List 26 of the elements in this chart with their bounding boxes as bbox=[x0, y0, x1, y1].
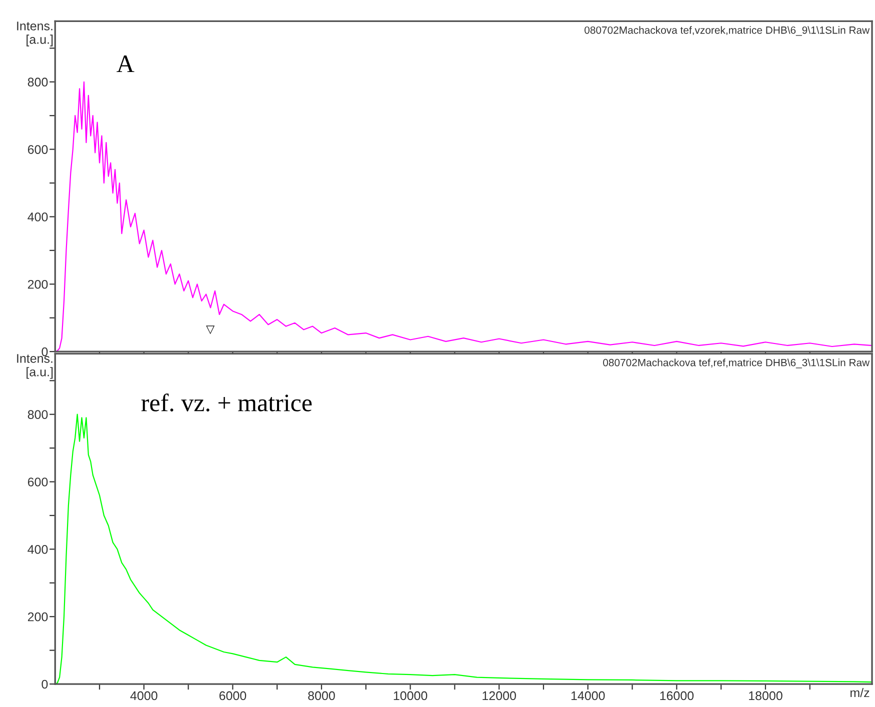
y-axis-title: Intens. [a.u.] bbox=[17, 22, 53, 46]
y-tick-label: 200 bbox=[28, 280, 48, 289]
y-tick-label: 200 bbox=[28, 612, 48, 622]
y-tick-label: 600 bbox=[28, 478, 48, 486]
x-tick-label: 16000 bbox=[660, 691, 694, 700]
y-axis-title: Intens. [a.u.] bbox=[17, 354, 53, 379]
y-tick-label: 0 bbox=[42, 347, 48, 356]
y-tick-label: 800 bbox=[28, 410, 48, 420]
annotation: ref. vz. + matrice bbox=[141, 394, 312, 412]
y-tick-label: 400 bbox=[28, 544, 48, 554]
annotation: 080702Machackova tef,ref,matrice DHB\6_3\1\1SLin Raw bbox=[603, 358, 870, 368]
x-axis-title: m/z bbox=[850, 688, 870, 698]
y-tick-label: 400 bbox=[28, 212, 48, 222]
x-tick-label: 18000 bbox=[749, 691, 782, 700]
annotation: A bbox=[116, 56, 134, 72]
annotation: 080702Machackova tef,vzorek,matrice DHB\6_9\1\1SLin Raw bbox=[584, 26, 870, 36]
y-tick-label: 600 bbox=[28, 145, 48, 154]
annotation: ▽ bbox=[206, 326, 215, 334]
x-tick-label: 10000 bbox=[394, 691, 428, 700]
x-tick-label: 12000 bbox=[482, 691, 516, 700]
x-tick-label: 8000 bbox=[308, 691, 335, 700]
x-tick-label: 14000 bbox=[571, 691, 605, 700]
x-tick-label: 4000 bbox=[130, 691, 158, 700]
x-tick-label: 6000 bbox=[219, 691, 246, 700]
y-tick-label: 0 bbox=[42, 680, 48, 689]
y-tick-label: 800 bbox=[28, 78, 48, 87]
